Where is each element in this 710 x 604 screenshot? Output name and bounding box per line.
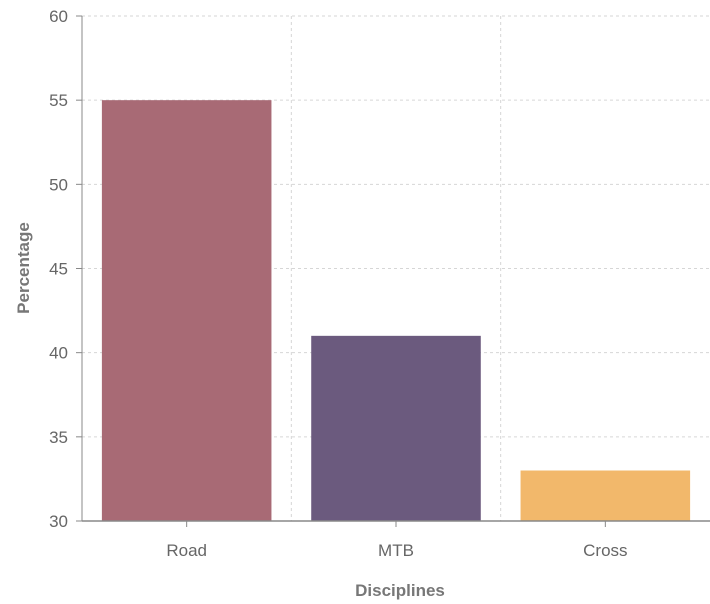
y-tick-label: 55 xyxy=(49,91,68,110)
y-tick-label: 35 xyxy=(49,428,68,447)
y-tick-label: 40 xyxy=(49,344,68,363)
x-tick-label: MTB xyxy=(378,541,414,560)
y-tick-label: 30 xyxy=(49,512,68,531)
x-axis-title: Disciplines xyxy=(355,581,445,600)
bar-road xyxy=(102,100,272,521)
y-tick-label: 60 xyxy=(49,7,68,26)
bar-mtb xyxy=(311,336,481,521)
x-tick-labels: Road MTB Cross xyxy=(166,521,627,560)
y-tick-label: 45 xyxy=(49,260,68,279)
x-tick-label: Road xyxy=(166,541,207,560)
bar-cross xyxy=(521,471,691,522)
y-axis-title: Percentage xyxy=(14,222,33,314)
x-tick-label: Cross xyxy=(583,541,627,560)
y-tick-labels: 30 35 40 45 50 55 60 xyxy=(49,7,68,531)
y-tick-label: 50 xyxy=(49,175,68,194)
bars xyxy=(102,100,690,521)
